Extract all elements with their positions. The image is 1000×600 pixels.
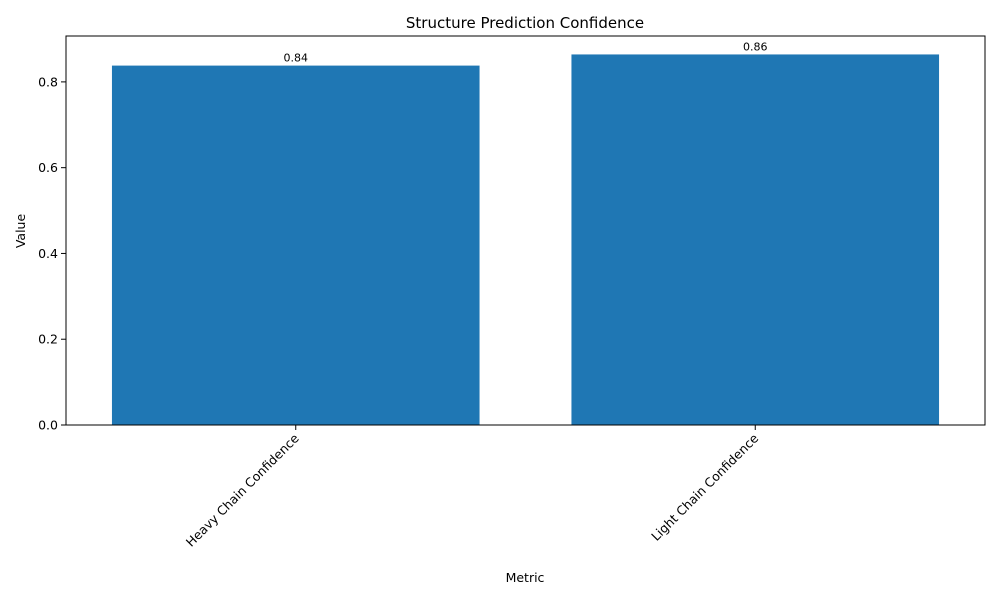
bar-value-label: 0.86 [743, 40, 768, 53]
bar [111, 65, 480, 425]
bar [571, 54, 940, 426]
y-tick-label: 0.8 [38, 74, 58, 89]
y-axis-label: Value [13, 214, 28, 249]
x-axis-label: Metric [506, 570, 545, 585]
y-tick-label: 0.4 [38, 246, 58, 261]
y-tick-label: 0.6 [38, 160, 58, 175]
y-tick-label: 0.0 [38, 418, 58, 433]
bar-value-label: 0.84 [284, 52, 309, 65]
y-tick-label: 0.2 [38, 332, 58, 347]
axes-frame [65, 35, 986, 426]
chart-title: Structure Prediction Confidence [406, 14, 644, 32]
